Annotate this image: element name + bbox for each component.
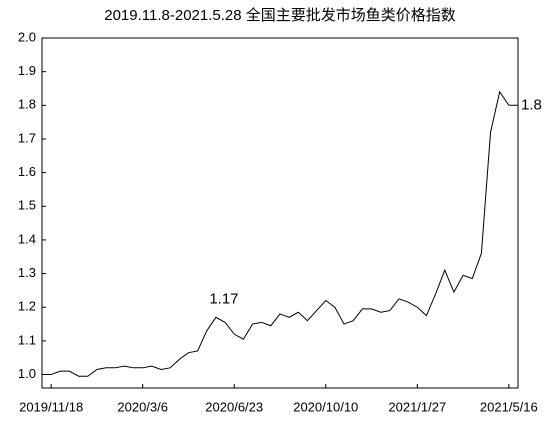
- y-tick-label: 1.4: [18, 231, 36, 246]
- value-label: 1.17: [209, 290, 238, 307]
- y-tick-label: 1.0: [18, 366, 36, 381]
- x-tick-label: 2019/11/18: [19, 399, 83, 414]
- value-label: 1.8: [521, 96, 542, 113]
- y-tick-label: 1.5: [18, 198, 36, 213]
- x-tick-label: 2021/5/16: [480, 399, 538, 414]
- x-tick-label: 2020/6/23: [205, 399, 263, 414]
- y-tick-label: 1.1: [18, 332, 36, 347]
- data-line: [42, 90, 518, 377]
- y-tick-label: 1.2: [18, 299, 36, 314]
- x-tick-label: 2021/1/27: [388, 399, 446, 414]
- y-tick-label: 1.3: [18, 265, 36, 280]
- plot-frame: [41, 37, 519, 389]
- y-tick-label: 1.9: [18, 63, 36, 78]
- y-tick-label: 1.6: [18, 164, 36, 179]
- x-tick-label: 2020/3/6: [117, 399, 168, 414]
- y-tick-label: 1.8: [18, 97, 36, 112]
- y-tick-label: 2.0: [18, 29, 36, 44]
- y-tick-label: 1.7: [18, 130, 36, 145]
- x-tick-label: 2020/10/10: [293, 399, 358, 414]
- chart-title: 2019.11.8-2021.5.28 全国主要批发市场鱼类价格指数: [104, 6, 456, 24]
